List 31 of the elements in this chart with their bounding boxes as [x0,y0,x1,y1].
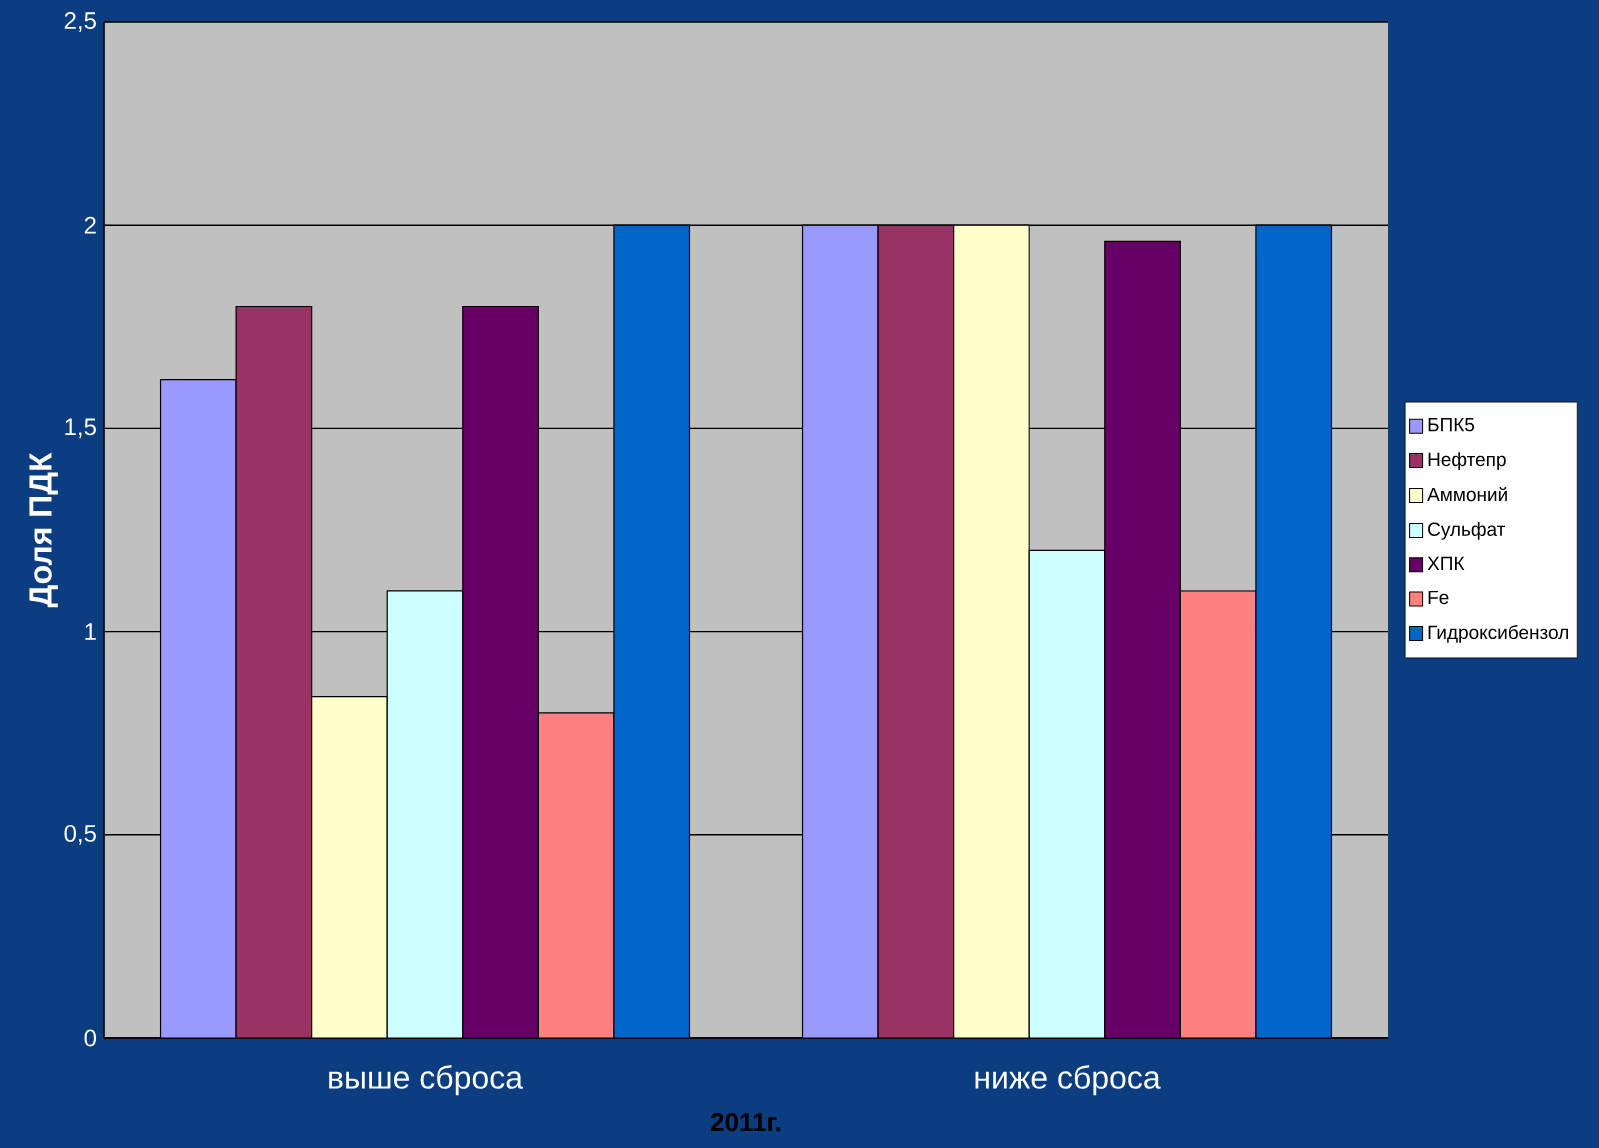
bar [613,224,691,1038]
bar [159,379,237,1038]
bar [801,224,879,1038]
legend-label: БПК5 [1428,418,1475,432]
legend-label: ХПК [1427,556,1465,570]
y-tick-label: 2,5 [64,12,96,32]
bar [537,712,615,1038]
bar [311,696,388,1038]
y-tick-label: 0,5 [64,824,96,845]
legend-label: Гидроксибензол [1428,624,1568,643]
bar [877,224,955,1038]
x-axis-title: 2011г. [710,1112,781,1132]
bar [1255,224,1333,1038]
y-tick-label: 1 [85,623,96,640]
bar [235,305,313,1038]
x-tick-label: выше сброса [329,1065,523,1096]
bar [386,590,464,1038]
y-axis-title: Доля ПДК [29,452,58,608]
y-tick-label: 0 [84,1029,97,1047]
y-tick-label: 1,5 [65,418,96,439]
legend-label: Нефтепр [1428,452,1506,470]
legend-label: Сульфат [1428,522,1506,540]
legend-label: Аммоний [1427,486,1507,502]
bar [1104,240,1181,1038]
bar [1179,590,1257,1038]
legend-label: Fe [1428,590,1449,605]
bar [953,224,1030,1038]
y-tick-label: 2 [84,216,96,234]
bar [462,305,539,1038]
bar [1028,549,1106,1038]
x-tick-label: ниже сброса [975,1065,1161,1096]
